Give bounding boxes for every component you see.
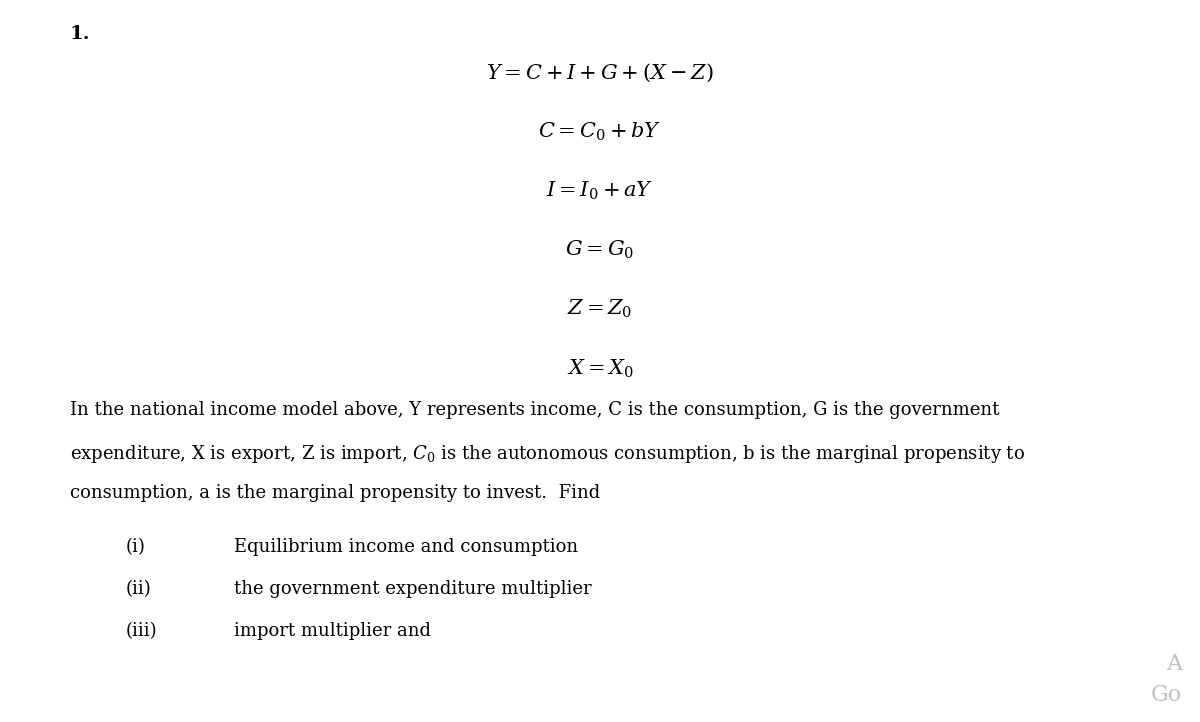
Text: consumption, a is the marginal propensity to invest.  Find: consumption, a is the marginal propensit… bbox=[70, 484, 600, 503]
Text: Equilibrium income and consumption: Equilibrium income and consumption bbox=[234, 538, 578, 556]
Text: import multiplier and: import multiplier and bbox=[234, 622, 431, 640]
Text: A: A bbox=[1166, 653, 1182, 675]
Text: (i): (i) bbox=[126, 538, 146, 556]
Text: $Y = C + I + G + (X - Z)$: $Y = C + I + G + (X - Z)$ bbox=[486, 61, 714, 84]
Text: (iii): (iii) bbox=[126, 622, 157, 640]
Text: expenditure, X is export, Z is import, $C_0$ is the autonomous consumption, b is: expenditure, X is export, Z is import, $… bbox=[70, 443, 1025, 464]
Text: $G = G_0$: $G = G_0$ bbox=[565, 239, 635, 261]
Text: $C = C_0 + bY$: $C = C_0 + bY$ bbox=[539, 121, 661, 143]
Text: the government expenditure multiplier: the government expenditure multiplier bbox=[234, 580, 592, 598]
Text: (ii): (ii) bbox=[126, 580, 151, 598]
Text: 1.: 1. bbox=[70, 25, 90, 43]
Text: Go: Go bbox=[1151, 684, 1182, 706]
Text: $Z = Z_0$: $Z = Z_0$ bbox=[568, 298, 632, 321]
Text: In the national income model above, Y represents income, C is the consumption, G: In the national income model above, Y re… bbox=[70, 401, 998, 419]
Text: $I = I_0 + aY$: $I = I_0 + aY$ bbox=[546, 180, 654, 202]
Text: $X = X_0$: $X = X_0$ bbox=[566, 357, 634, 380]
